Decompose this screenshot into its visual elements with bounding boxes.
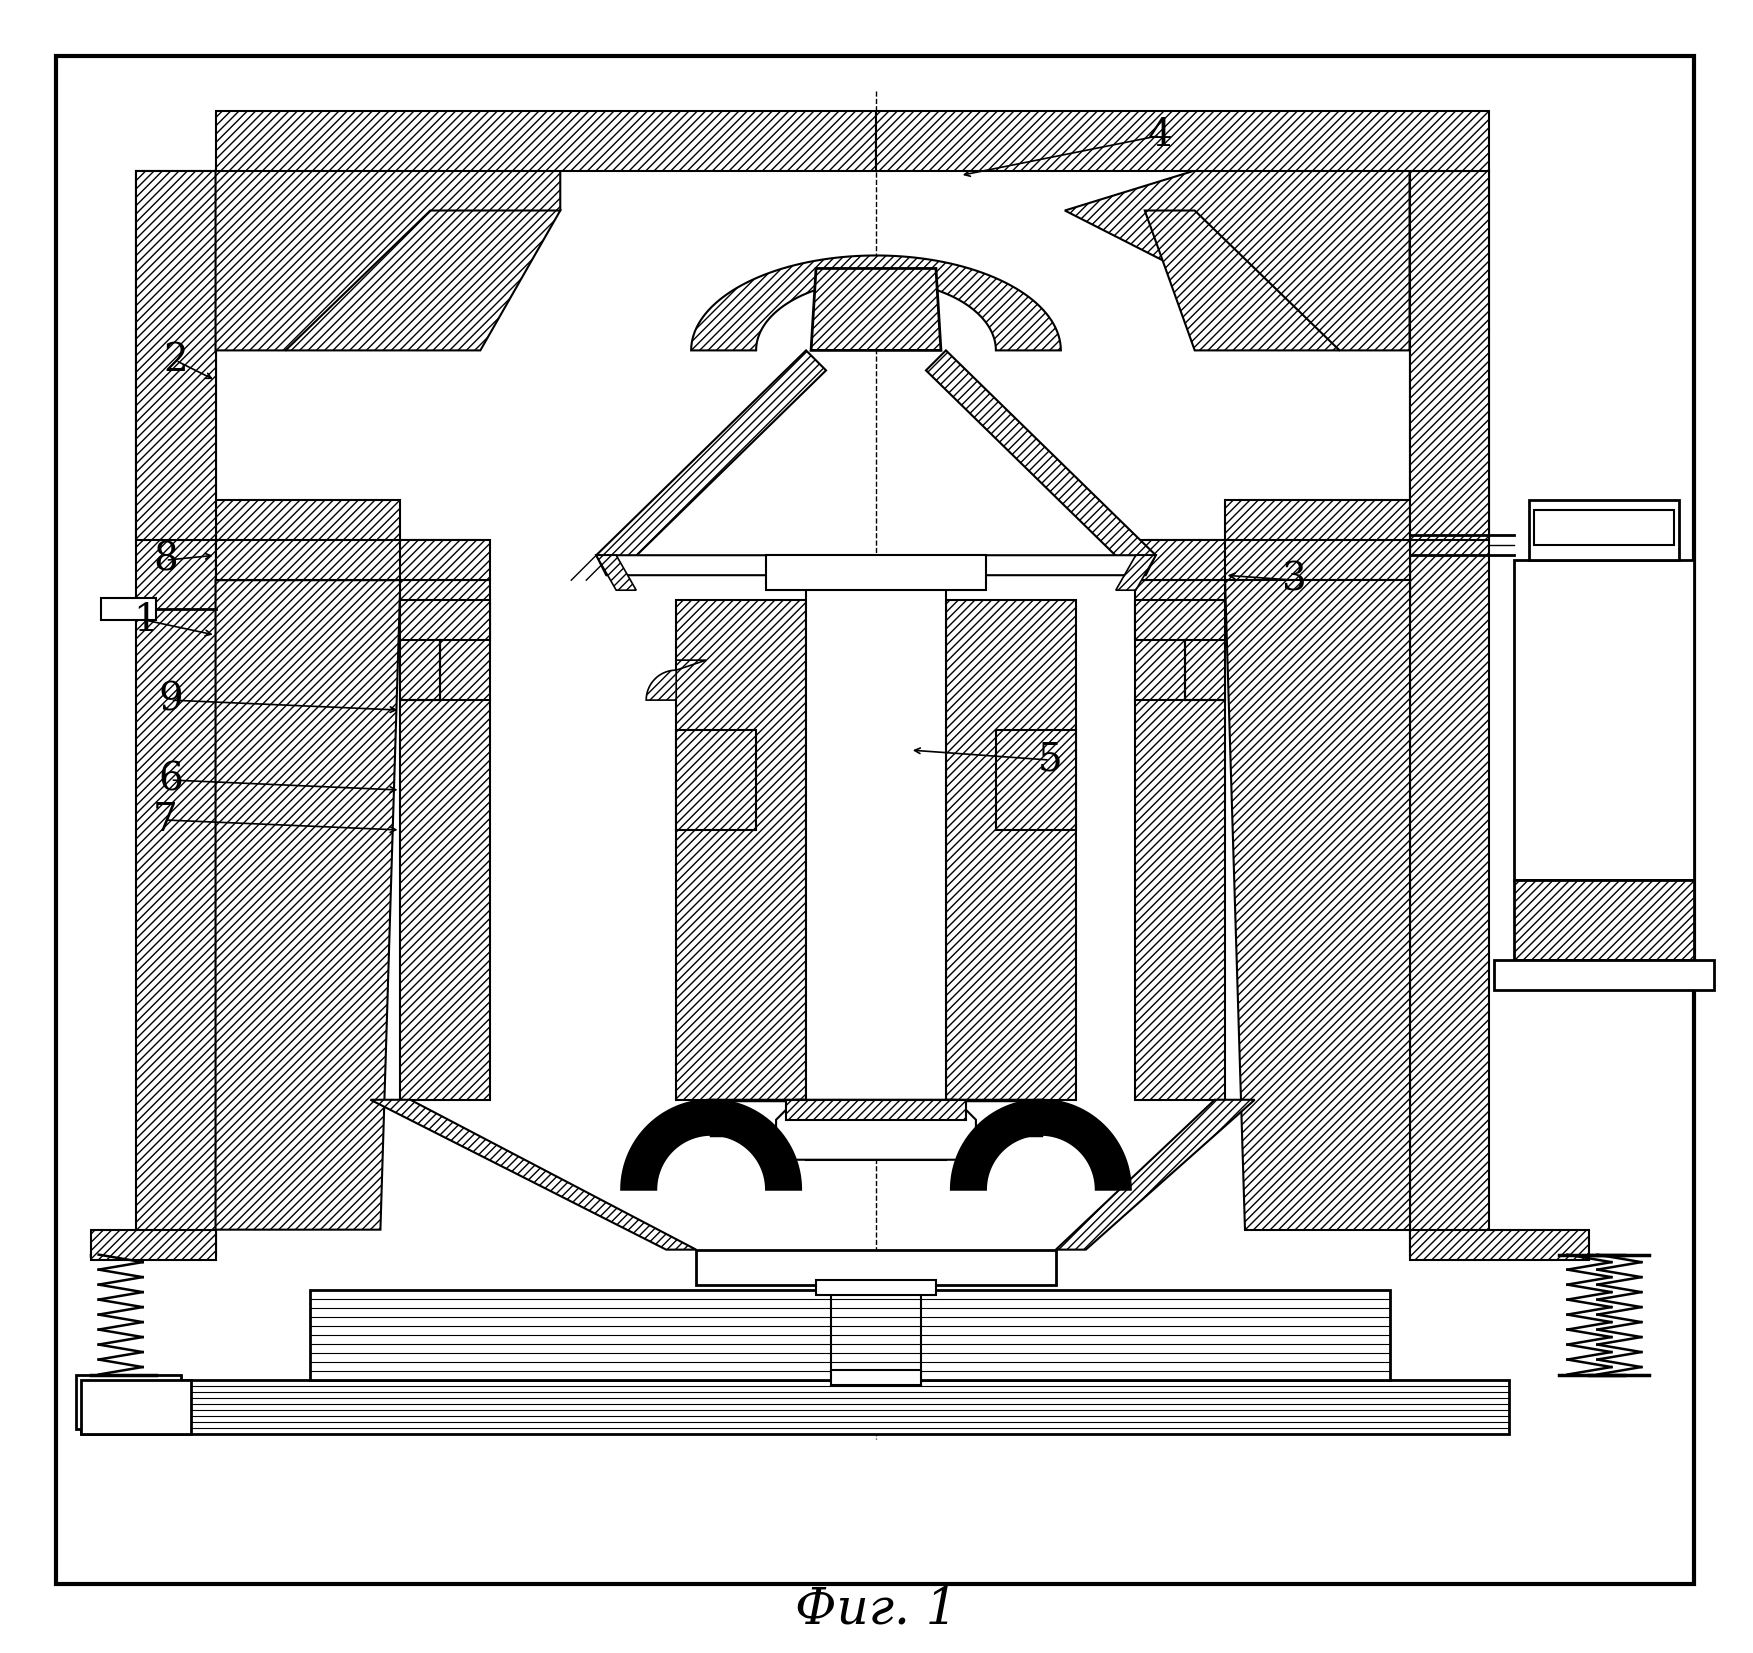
Polygon shape	[100, 598, 156, 620]
Polygon shape	[400, 541, 491, 580]
Polygon shape	[1225, 501, 1409, 600]
Polygon shape	[1055, 1099, 1255, 1250]
Text: 6: 6	[158, 762, 182, 798]
Polygon shape	[1064, 170, 1409, 350]
Polygon shape	[286, 210, 561, 350]
Polygon shape	[1495, 960, 1714, 990]
Polygon shape	[677, 731, 756, 830]
Polygon shape	[817, 1279, 936, 1294]
Text: 7: 7	[153, 802, 179, 838]
Polygon shape	[400, 600, 491, 701]
Text: 3: 3	[1281, 562, 1308, 598]
Polygon shape	[777, 1099, 976, 1160]
Text: 9: 9	[158, 681, 182, 719]
Polygon shape	[135, 170, 216, 541]
Polygon shape	[812, 268, 941, 350]
Text: 2: 2	[163, 342, 188, 379]
Polygon shape	[596, 350, 826, 575]
Polygon shape	[1515, 879, 1695, 960]
Polygon shape	[1529, 501, 1679, 560]
Polygon shape	[766, 555, 985, 590]
Polygon shape	[696, 1250, 1055, 1284]
Polygon shape	[1534, 511, 1674, 545]
Polygon shape	[831, 1370, 920, 1385]
Polygon shape	[691, 256, 1061, 350]
Polygon shape	[1145, 541, 1409, 580]
Polygon shape	[370, 1099, 696, 1250]
Polygon shape	[677, 600, 806, 1099]
Polygon shape	[216, 541, 480, 580]
Polygon shape	[1134, 600, 1225, 701]
Polygon shape	[1134, 580, 1225, 1099]
Text: 8: 8	[153, 542, 179, 579]
Polygon shape	[1409, 331, 1490, 1255]
Text: Фиг. 1: Фиг. 1	[794, 1585, 957, 1635]
Text: 5: 5	[1038, 742, 1062, 779]
Polygon shape	[56, 56, 1695, 1584]
Polygon shape	[996, 731, 1076, 830]
Polygon shape	[135, 331, 216, 1255]
Polygon shape	[1145, 210, 1339, 350]
Polygon shape	[310, 1289, 1390, 1380]
Polygon shape	[216, 170, 561, 350]
Polygon shape	[1117, 555, 1155, 590]
Polygon shape	[81, 1380, 1509, 1435]
Polygon shape	[596, 555, 1155, 575]
Polygon shape	[91, 1230, 216, 1260]
Polygon shape	[806, 580, 947, 1160]
Polygon shape	[135, 170, 216, 331]
Polygon shape	[785, 1099, 966, 1119]
Polygon shape	[947, 600, 1076, 1099]
Polygon shape	[216, 111, 876, 170]
Polygon shape	[596, 555, 636, 590]
Polygon shape	[1409, 170, 1490, 541]
Polygon shape	[876, 111, 1490, 170]
Polygon shape	[647, 660, 706, 701]
Polygon shape	[75, 1375, 181, 1430]
Text: 1: 1	[133, 602, 158, 638]
Text: 4: 4	[1146, 117, 1173, 154]
Polygon shape	[1409, 1230, 1590, 1260]
Polygon shape	[400, 580, 491, 1099]
Polygon shape	[1225, 580, 1409, 1230]
Polygon shape	[950, 1099, 1131, 1190]
Polygon shape	[1515, 560, 1695, 879]
Polygon shape	[216, 501, 400, 600]
Polygon shape	[81, 1380, 191, 1435]
Polygon shape	[621, 1099, 801, 1190]
Polygon shape	[1409, 170, 1490, 331]
Polygon shape	[216, 580, 400, 1230]
Polygon shape	[926, 350, 1155, 575]
Polygon shape	[1134, 541, 1225, 580]
